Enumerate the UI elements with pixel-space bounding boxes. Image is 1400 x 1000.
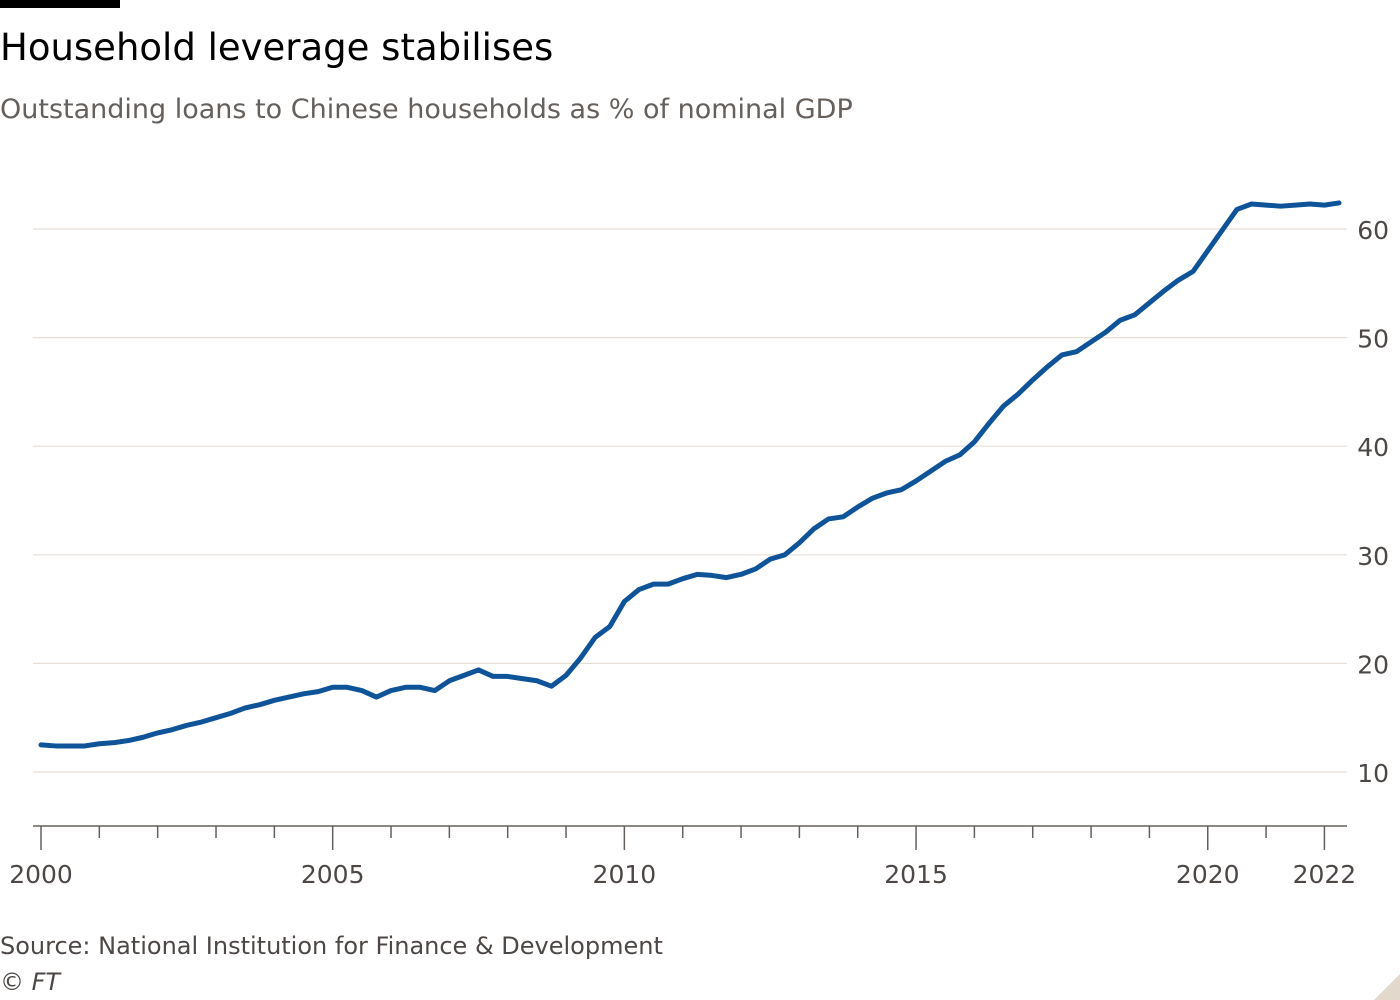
credit-note: © FT [0, 968, 61, 996]
x-tick-label: 2015 [884, 860, 948, 889]
series-line-1 [38, 200, 1342, 749]
chart-subtitle: Outstanding loans to Chinese households … [0, 94, 853, 125]
x-tick-label: 2000 [9, 860, 73, 889]
y-axis: 10 20 30 40 50 60 [1357, 216, 1389, 788]
x-tick-label: 2010 [593, 860, 657, 889]
chart-title: Household leverage stabilises [0, 26, 554, 69]
source-note: Source: National Institution for Finance… [0, 932, 663, 960]
x-tick-label: 2022 [1293, 860, 1357, 889]
y-tick-label: 30 [1357, 542, 1389, 571]
y-tick-label: 10 [1357, 759, 1389, 788]
x-tick-label: 2020 [1176, 860, 1240, 889]
brand-bar [0, 0, 120, 8]
x-axis: 2000 2005 2010 2015 2020 2022 [9, 825, 1357, 889]
y-tick-label: 40 [1357, 433, 1389, 462]
x-tick-label: 2005 [301, 860, 365, 889]
gridlines [33, 228, 1347, 773]
y-tick-label: 50 [1357, 325, 1389, 354]
y-tick-label: 20 [1357, 650, 1389, 679]
corner-fold-icon [1374, 974, 1400, 1000]
series-layer [38, 200, 1342, 749]
line-chart: 2000 2005 2010 2015 2020 2022 10 20 30 40 50 60 [9, 200, 1389, 889]
y-tick-label: 60 [1357, 216, 1389, 245]
